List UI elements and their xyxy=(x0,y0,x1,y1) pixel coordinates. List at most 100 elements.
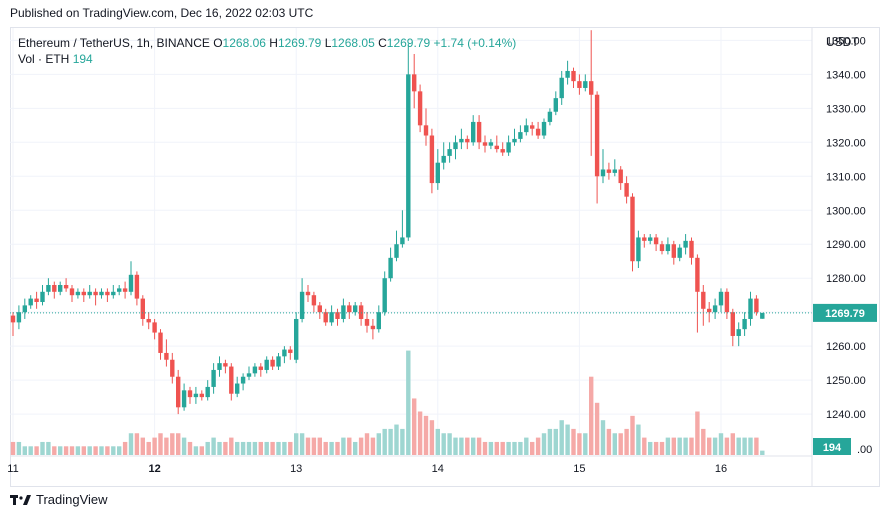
candle-body xyxy=(10,315,16,323)
time-tick-label: 13 xyxy=(290,463,302,475)
candle-body xyxy=(394,244,399,258)
last-price-marker xyxy=(813,303,877,322)
candle-body xyxy=(158,332,163,353)
candle-body xyxy=(52,285,57,292)
volume-bar xyxy=(618,433,623,455)
currency-label: USDT xyxy=(826,35,859,49)
volume-bar xyxy=(152,437,157,455)
candle-body xyxy=(671,244,676,258)
volume-bar xyxy=(288,441,293,455)
volume-bar xyxy=(299,433,305,455)
candle-body xyxy=(707,308,712,313)
volume-bar xyxy=(429,420,435,455)
volume-bar xyxy=(600,420,606,455)
volume-bar xyxy=(305,437,311,455)
volume-bar xyxy=(754,437,759,455)
candle-body xyxy=(712,305,718,313)
candle-body xyxy=(659,244,665,252)
tradingview-logo-icon xyxy=(10,494,31,505)
volume-bar xyxy=(535,437,541,455)
candle-body xyxy=(500,149,505,153)
volume-bar xyxy=(229,437,234,455)
low-label: L xyxy=(324,36,332,50)
volume-bar xyxy=(718,433,724,455)
volume-bar xyxy=(594,402,600,455)
volume-bar xyxy=(760,450,765,455)
footer-brand[interactable]: TradingView xyxy=(10,492,108,507)
volume-bar xyxy=(518,441,523,455)
candle-body xyxy=(683,240,688,248)
candle-body xyxy=(28,298,33,306)
volume-bar xyxy=(128,433,134,455)
candle-body xyxy=(187,390,193,398)
candle-body xyxy=(46,285,51,292)
candle-body xyxy=(240,376,246,384)
price-tick-label: 1320.00 xyxy=(826,137,866,149)
volume-bar xyxy=(140,437,145,455)
volume-bar xyxy=(589,376,594,455)
candle-body xyxy=(400,237,405,245)
volume-bar xyxy=(311,437,317,455)
candle-body xyxy=(258,366,263,370)
price-tick-label: 1280.00 xyxy=(826,273,866,285)
candle-body xyxy=(482,142,488,146)
volume-bar xyxy=(671,437,676,455)
volume-axis-label: .00 xyxy=(857,444,872,456)
volume-bar xyxy=(294,433,299,455)
price-tick-label: 1350.00 xyxy=(826,35,866,47)
candle-body xyxy=(229,366,234,394)
time-tick-label: 14 xyxy=(432,463,444,475)
candle-body xyxy=(128,274,134,292)
volume-bar xyxy=(541,433,547,455)
candle-body xyxy=(264,359,269,370)
candle-body xyxy=(494,145,499,150)
volume-bar xyxy=(347,437,352,455)
candle-body xyxy=(370,325,376,330)
volume-bar xyxy=(423,415,429,455)
volume-bar xyxy=(553,428,558,455)
volume-bar xyxy=(75,446,81,455)
candle-body xyxy=(435,162,440,184)
volume-bar xyxy=(506,441,511,455)
candle-body xyxy=(270,359,275,367)
volume-bar xyxy=(583,433,588,455)
volume-bar xyxy=(134,433,140,455)
candle-body xyxy=(335,312,340,319)
volume-bar xyxy=(565,424,570,455)
candle-body xyxy=(87,291,92,296)
candle-body xyxy=(217,363,222,370)
price-axis: 1240.001250.001260.001270.001280.001290.… xyxy=(811,28,872,486)
candle-body xyxy=(282,349,287,357)
candle-body xyxy=(459,138,464,143)
candle-body xyxy=(606,169,612,173)
candle-body xyxy=(75,291,81,296)
candle-body xyxy=(736,329,741,336)
candle-body xyxy=(724,291,730,313)
volume-bar xyxy=(235,441,240,455)
volume-bar xyxy=(181,437,187,455)
volume-bar xyxy=(276,441,281,455)
close-label: C xyxy=(378,36,387,50)
candle-body xyxy=(193,393,199,398)
candle-body xyxy=(524,125,529,133)
candle-body xyxy=(311,295,317,306)
volume-bar xyxy=(323,441,328,455)
volume-bar xyxy=(577,433,582,455)
candle-body xyxy=(353,305,358,313)
volume-bar xyxy=(559,420,564,455)
candle-body xyxy=(530,125,535,129)
candle-body xyxy=(441,155,446,163)
volume-bar xyxy=(258,441,263,455)
volume-bar xyxy=(28,446,33,455)
candle-body xyxy=(246,373,252,377)
volume-label: Vol · ETH xyxy=(18,52,70,66)
volume-bar xyxy=(471,437,476,455)
candle-body xyxy=(140,298,145,319)
candle-body xyxy=(205,386,210,398)
candle-body xyxy=(748,298,753,319)
volume-bar xyxy=(252,441,258,455)
candle-body xyxy=(429,135,435,184)
volume-bar xyxy=(701,428,706,455)
candle-body xyxy=(571,70,576,82)
